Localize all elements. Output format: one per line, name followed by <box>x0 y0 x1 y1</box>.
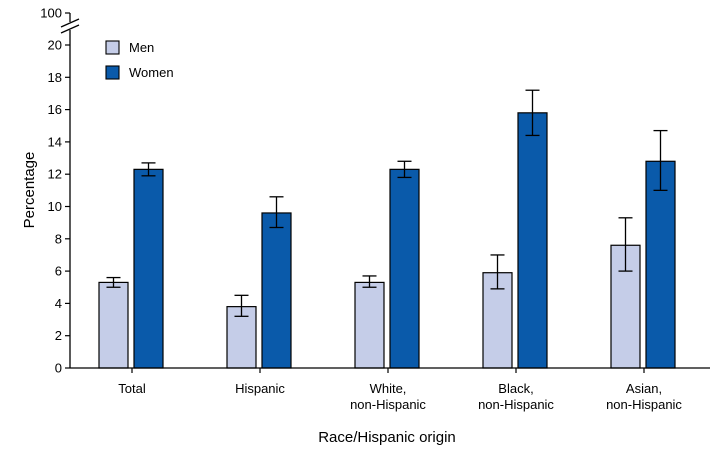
x-tick-label-line: Asian, <box>626 381 662 396</box>
bars-layer <box>98 112 676 369</box>
axis-break-mark <box>60 18 80 28</box>
y-tick-label: 2 <box>55 328 62 343</box>
y-tick-label: 16 <box>48 102 62 117</box>
y-tick-label: 4 <box>55 296 62 311</box>
axis-break-mark <box>60 24 80 34</box>
error-bars-layer <box>106 89 668 317</box>
y-tick-label: 6 <box>55 264 62 279</box>
bar <box>261 212 292 369</box>
bar <box>98 281 129 369</box>
y-tick-label: 8 <box>55 231 62 246</box>
legend-swatch <box>105 65 120 80</box>
bar <box>354 281 385 369</box>
x-tick-label-line: non-Hispanic <box>350 397 426 412</box>
x-tick-label: White, non-Hispanic <box>350 381 426 412</box>
y-tick-label: 12 <box>48 167 62 182</box>
y-tick-label: 20 <box>48 38 62 53</box>
bar <box>389 168 420 369</box>
y-tick-label: 18 <box>48 70 62 85</box>
x-tick-label-line: non-Hispanic <box>478 397 554 412</box>
y-axis: 0 2 4 6 8 10 12 14 16 18 20 100 <box>40 6 80 376</box>
y-tick-label: 0 <box>55 361 62 376</box>
x-tick-label-line: Total <box>118 381 146 396</box>
x-tick-label-line: Hispanic <box>235 381 285 396</box>
x-tick-label-line: non-Hispanic <box>606 397 682 412</box>
x-tick-label-line: White, <box>370 381 407 396</box>
y-axis-title: Percentage <box>21 152 38 229</box>
legend-label: Men <box>129 40 154 55</box>
x-axis-title: Race/Hispanic origin <box>318 429 456 446</box>
legend-swatch <box>105 40 120 55</box>
x-tick-label: Hispanic <box>235 381 285 396</box>
legend-label: Women <box>129 65 174 80</box>
y-tick-label: 14 <box>48 134 62 149</box>
x-tick-label: Asian, non-Hispanic <box>606 381 682 412</box>
legend: Men Women <box>105 40 174 80</box>
y-tick-label: 100 <box>40 6 62 21</box>
x-tick-label: Total <box>118 381 146 396</box>
bar <box>645 160 676 369</box>
x-tick-label: Black, non-Hispanic <box>478 381 554 412</box>
x-tick-label-line: Black, <box>498 381 533 396</box>
bar <box>517 112 548 369</box>
bar <box>133 168 164 369</box>
y-tick-label: 10 <box>48 199 62 214</box>
